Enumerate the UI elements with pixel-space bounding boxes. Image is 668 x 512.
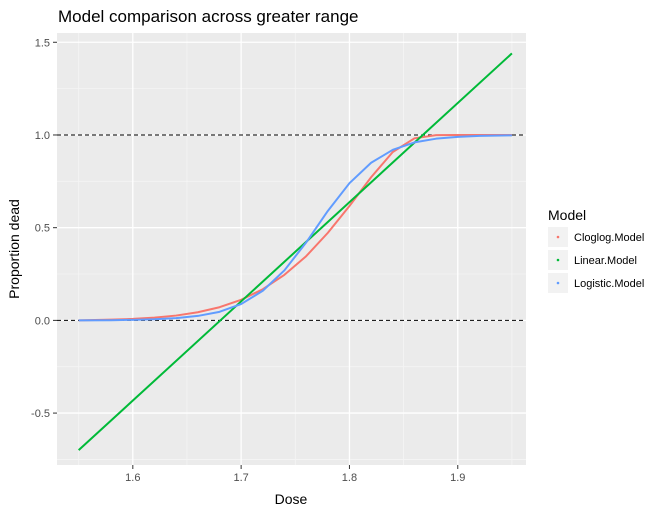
legend-label-logistic-model: Logistic.Model [574, 278, 644, 290]
series-lines [77, 52, 513, 451]
series-line-linear-model [77, 52, 513, 451]
y-tick-label: 0.0 [35, 315, 50, 327]
x-axis-ticks: 1.6 1.7 1.8 1.9 [125, 465, 465, 484]
legend: Model Cloglog.Model Linear.Model Logistic.… [548, 207, 644, 293]
legend-point-linear-model [556, 258, 560, 262]
plot-panel [57, 33, 526, 465]
legend-label-cloglog-model: Cloglog.Model [574, 232, 644, 244]
x-tick-label: 1.8 [342, 472, 357, 484]
y-tick-label: 1.0 [35, 130, 50, 142]
series-line-logistic-model [78, 134, 512, 322]
legend-point-logistic-model [556, 281, 560, 285]
legend-point-cloglog-model [556, 235, 560, 239]
y-tick-label: -0.5 [31, 408, 50, 420]
x-tick-label: 1.6 [125, 472, 140, 484]
y-axis-title: Proportion dead [6, 199, 22, 299]
x-tick-label: 1.9 [450, 472, 465, 484]
x-tick-label: 1.7 [233, 472, 248, 484]
chart-title: Model comparison across greater range [58, 7, 358, 26]
legend-title: Model [548, 207, 586, 223]
legend-label-linear-model: Linear.Model [574, 255, 637, 267]
y-axis-ticks: -0.5 0.0 0.5 1.0 1.5 [31, 37, 57, 420]
y-tick-label: 1.5 [35, 37, 50, 49]
y-tick-label: 0.5 [35, 223, 50, 235]
series-line-cloglog-model [78, 133, 512, 322]
x-axis-title: Dose [275, 491, 308, 507]
minor-gridlines [57, 33, 526, 465]
